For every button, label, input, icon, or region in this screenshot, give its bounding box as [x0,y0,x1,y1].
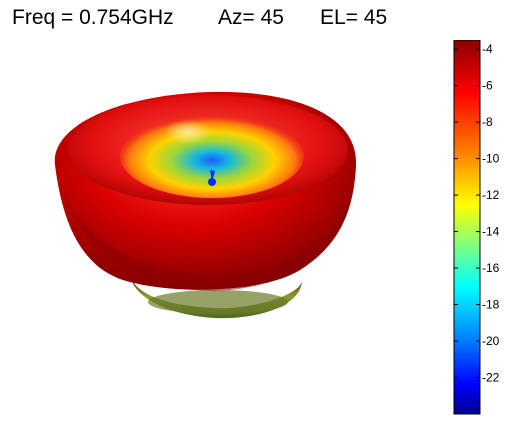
pattern-lower-rim [62,190,350,291]
radiation-pattern-3d [54,91,357,319]
colorbar-tick-label: -6 [482,79,493,93]
colorbar-tick-label: -18 [482,298,500,312]
pattern-base-shadow [148,290,288,314]
title-elevation: EL= 45 [320,6,388,29]
colorbar-tick-label: -20 [482,334,500,348]
pattern-null-spike [210,170,215,182]
plot-title: Freq = 0.754GHz Az= 45 EL= 45 [0,6,517,34]
title-azimuth: Az= 45 [218,6,284,29]
colorbar-tick-label: -16 [482,261,500,275]
colorbar-tick-label: -22 [482,371,500,385]
title-frequency: Freq = 0.754GHz [12,6,174,29]
colorbar-gradient [453,40,481,415]
colorbar-tick-label: -14 [482,225,500,239]
colorbar-tick-label: -10 [482,152,500,166]
colorbar-tick-label: -12 [482,188,500,202]
pattern-specular-highlight [164,120,212,144]
colorbar: -4 -6 -8 -10 -12 -14 -16 -18 -20 -22 [453,40,500,415]
colorbar-tick-label: -8 [482,115,493,129]
colorbar-tick-label: -4 [482,42,493,56]
colorbar-ticks: -4 -6 -8 -10 -12 -14 -16 -18 -20 -22 [454,42,500,385]
